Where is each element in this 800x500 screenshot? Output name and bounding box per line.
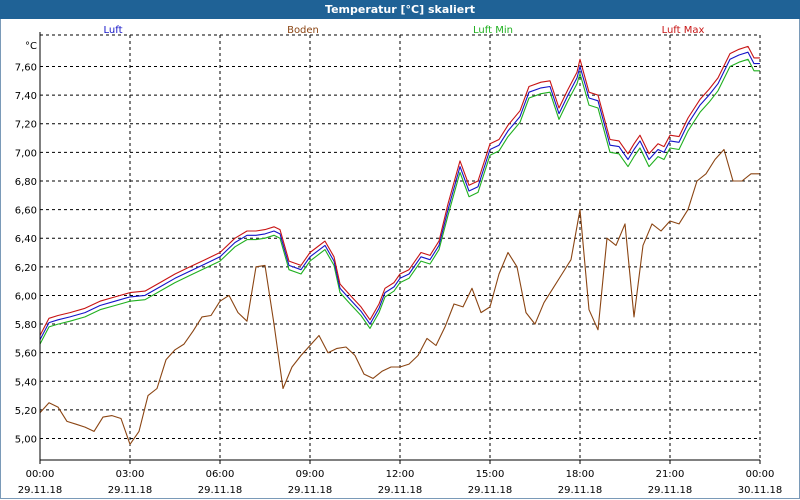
series-line-boden <box>39 148 760 445</box>
x-tick-time-label: 12:00 <box>386 469 415 480</box>
y-tick-label: 5,00 <box>15 435 37 446</box>
x-tick-date-label: 29.11.18 <box>558 485 603 496</box>
y-tick-label: 5,80 <box>15 320 37 331</box>
legend-entry-luft-min: Luft Min <box>473 25 513 36</box>
y-tick-label: 5,40 <box>15 377 37 388</box>
x-tick-time-label: 18:00 <box>566 469 595 480</box>
x-tick-date-label: 29.11.18 <box>108 485 153 496</box>
x-tick-date-label: 29.11.18 <box>288 485 333 496</box>
series-line-luft-min <box>39 58 760 345</box>
y-tick-label: 7,00 <box>15 148 37 159</box>
x-tick-labels: 00:00 29.11.18 03:00 29.11.18 06:00 29.11.18 0… <box>18 469 783 496</box>
legend-entry-luft: Luft <box>104 25 123 36</box>
x-tick-time-label: 03:00 <box>116 469 145 480</box>
y-axis-unit-label: °C <box>25 41 37 52</box>
y-tick-label: 6,00 <box>15 291 37 302</box>
y-tick-label: 5,60 <box>15 349 37 360</box>
x-tick-date-label: 29.11.18 <box>18 485 63 496</box>
x-tick-time-label: 06:00 <box>206 469 235 480</box>
legend-entry-boden: Boden <box>287 25 319 36</box>
axes: °C <box>25 32 761 464</box>
window-title: Temperatur [°C] skaliert <box>0 0 800 19</box>
x-tick-time-label: 15:00 <box>476 469 505 480</box>
x-tick-time-label: 21:00 <box>656 469 685 480</box>
y-tick-label: 5,20 <box>15 406 37 417</box>
x-tick-date-label: 29.11.18 <box>198 485 243 496</box>
y-tick-labels: 5,00 5,20 5,40 5,60 5,80 6,00 6,20 6,40 6,60 6,80… <box>15 62 37 445</box>
series-line-luft-max <box>39 45 760 336</box>
y-tick-label: 7,60 <box>15 62 37 73</box>
x-tick-date-label: 29.11.18 <box>378 485 423 496</box>
y-tick-label: 7,20 <box>15 120 37 131</box>
series-line-luft <box>39 51 760 341</box>
y-tick-label: 6,60 <box>15 206 37 217</box>
y-tick-label: 7,40 <box>15 91 37 102</box>
y-tick-label: 6,40 <box>15 234 37 245</box>
x-tick-time-label: 00:00 <box>746 469 775 480</box>
y-tick-label: 6,20 <box>15 263 37 274</box>
x-tick-date-label: 29.11.18 <box>468 485 513 496</box>
series-lines <box>39 45 760 445</box>
x-tick-date-label: 30.11.18 <box>738 485 783 496</box>
legend: Luft Boden Luft Min Luft Max <box>104 25 705 36</box>
x-tick-date-label: 29.11.18 <box>648 485 693 496</box>
legend-entry-luft-max: Luft Max <box>662 25 705 36</box>
x-tick-time-label: 09:00 <box>296 469 325 480</box>
y-tick-label: 6,80 <box>15 177 37 188</box>
x-tick-time-label: 00:00 <box>26 469 55 480</box>
